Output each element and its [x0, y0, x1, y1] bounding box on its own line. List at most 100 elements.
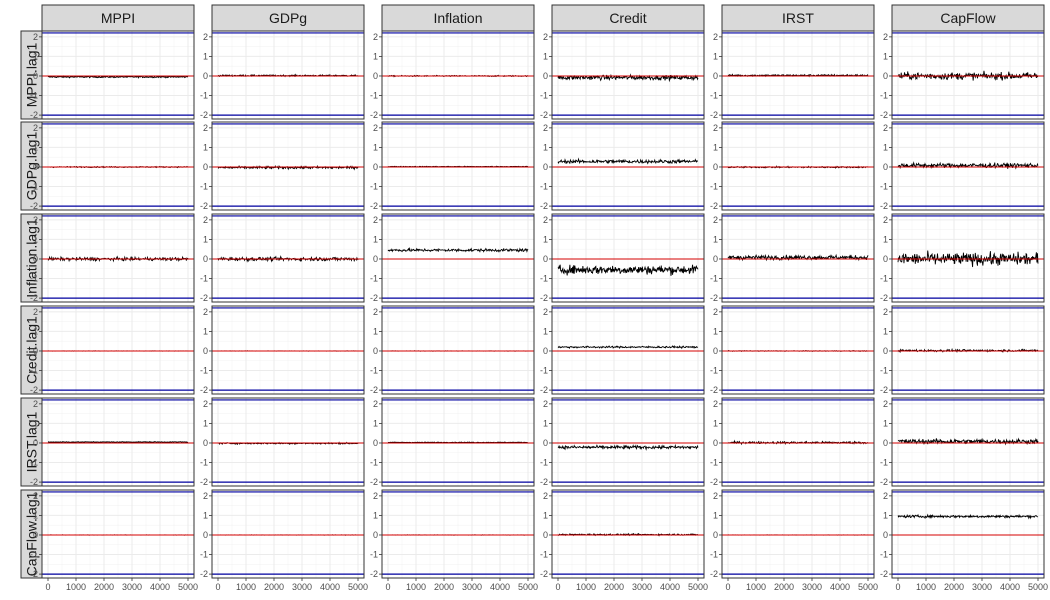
- y-tick-label: 2: [373, 399, 378, 409]
- panel-gdpg-lag1-credit: -2 -1 0 1 2: [540, 121, 705, 211]
- y-tick-label: -2: [370, 201, 378, 211]
- y-tick-label: -1: [370, 550, 378, 560]
- row-strip-label: Inflation.lag1: [24, 218, 40, 298]
- panel-border: [721, 489, 875, 579]
- y-tick-label: -1: [30, 550, 38, 560]
- y-tick-label: -2: [30, 477, 38, 487]
- panel-border: [891, 305, 1045, 395]
- y-tick-label: 2: [543, 491, 548, 501]
- y-tick-label: -2: [30, 385, 38, 395]
- y-tick-label: 1: [373, 510, 378, 520]
- panel-mppi-lag1-inflation: -2 -1 0 1 2: [370, 30, 535, 120]
- y-tick-label: 2: [373, 307, 378, 317]
- y-tick-label: -2: [710, 110, 718, 120]
- panel-border: [891, 489, 1045, 579]
- panel-inflation-lag1-capflow: -2 -1 0 1 2: [880, 213, 1045, 303]
- y-tick-label: 1: [543, 142, 548, 152]
- y-tick-label: -2: [880, 201, 888, 211]
- y-tick-label: 1: [883, 418, 888, 428]
- y-tick-label: -1: [880, 274, 888, 284]
- y-tick-label: -2: [370, 293, 378, 303]
- y-tick-label: 1: [543, 326, 548, 336]
- y-tick-label: -2: [540, 110, 548, 120]
- panel-border: [41, 489, 195, 579]
- y-tick-label: 0: [203, 162, 208, 172]
- series-trace: [387, 246, 529, 253]
- y-tick-label: 1: [203, 326, 208, 336]
- panel-border: [211, 305, 365, 395]
- panel-credit-lag1-irst: -2 -1 0 1 2: [710, 305, 875, 395]
- x-tick-label: 5000: [348, 582, 368, 592]
- panel-border: [41, 305, 195, 395]
- y-tick-label: 2: [713, 399, 718, 409]
- y-tick-label: 1: [883, 142, 888, 152]
- panel-border: [211, 213, 365, 303]
- y-tick-label: 0: [883, 530, 888, 540]
- series-trace: [557, 157, 699, 165]
- y-tick-label: -1: [710, 366, 718, 376]
- panel-border: [891, 213, 1045, 303]
- panel-border: [891, 397, 1045, 487]
- panel-credit-lag1-mppi: -2 -1 0 1 2: [30, 305, 195, 395]
- y-tick-label: -1: [710, 458, 718, 468]
- y-tick-label: 1: [713, 51, 718, 61]
- y-tick-label: 0: [33, 254, 38, 264]
- panel-mppi-lag1-mppi: -2 -1 0 1 2: [30, 30, 195, 120]
- column-strip-capflow: CapFlow: [891, 4, 1045, 32]
- y-tick-label: -2: [30, 293, 38, 303]
- y-tick-label: -1: [370, 458, 378, 468]
- x-tick-label: 0: [555, 582, 560, 592]
- panel-gdpg-lag1-gdpg: -2 -1 0 1 2: [200, 121, 365, 211]
- x-tick-label: 2000: [774, 582, 794, 592]
- y-tick-label: 2: [883, 491, 888, 501]
- y-tick-label: -2: [370, 110, 378, 120]
- column-strip-label: CapFlow: [940, 10, 996, 26]
- y-tick-label: 1: [883, 51, 888, 61]
- x-tick-label: 4000: [320, 582, 340, 592]
- y-tick-label: 0: [33, 530, 38, 540]
- y-tick-label: 1: [33, 418, 38, 428]
- y-tick-label: 0: [883, 438, 888, 448]
- y-tick-label: 1: [33, 142, 38, 152]
- y-tick-label: 0: [33, 438, 38, 448]
- y-tick-label: 1: [33, 510, 38, 520]
- y-tick-label: -1: [710, 550, 718, 560]
- panel-border: [721, 121, 875, 211]
- series-trace: [557, 344, 699, 350]
- x-tick-label: 1000: [576, 582, 596, 592]
- y-tick-label: -2: [880, 569, 888, 579]
- y-tick-label: -2: [540, 477, 548, 487]
- y-tick-label: -2: [30, 569, 38, 579]
- column-strip-inflation: Inflation: [381, 4, 535, 32]
- y-tick-label: 1: [203, 418, 208, 428]
- y-tick-label: 2: [203, 399, 208, 409]
- y-tick-label: 1: [33, 234, 38, 244]
- y-tick-label: -1: [200, 366, 208, 376]
- y-tick-label: 2: [203, 32, 208, 42]
- y-tick-label: 1: [883, 234, 888, 244]
- y-tick-label: -1: [370, 274, 378, 284]
- y-tick-label: 2: [33, 491, 38, 501]
- y-tick-label: -2: [200, 385, 208, 395]
- panel-border: [721, 213, 875, 303]
- panel-gdpg-lag1-capflow: -2 -1 0 1 2: [880, 121, 1045, 211]
- panel-inflation-lag1-mppi: -2 -1 0 1 2: [30, 213, 195, 303]
- y-tick-label: 0: [713, 346, 718, 356]
- y-tick-label: -1: [30, 182, 38, 192]
- y-tick-label: 2: [713, 215, 718, 225]
- y-tick-label: -1: [30, 458, 38, 468]
- panel-border: [551, 397, 705, 487]
- y-tick-label: 1: [713, 142, 718, 152]
- panel-capflow-lag1-capflow: -2 -1 0 1 2 0 1000 2000 3000 4000 5000: [880, 489, 1048, 592]
- y-tick-label: 0: [33, 71, 38, 81]
- y-tick-label: 2: [713, 32, 718, 42]
- y-tick-label: 2: [203, 123, 208, 133]
- panel-border: [381, 305, 535, 395]
- panel-mppi-lag1-gdpg: -2 -1 0 1 2: [200, 30, 365, 120]
- panel-irst-lag1-inflation: -2 -1 0 1 2: [370, 397, 535, 487]
- x-tick-label: 4000: [150, 582, 170, 592]
- panel-border: [721, 305, 875, 395]
- y-tick-label: -2: [30, 110, 38, 120]
- y-tick-label: 0: [543, 162, 548, 172]
- y-tick-label: -1: [540, 550, 548, 560]
